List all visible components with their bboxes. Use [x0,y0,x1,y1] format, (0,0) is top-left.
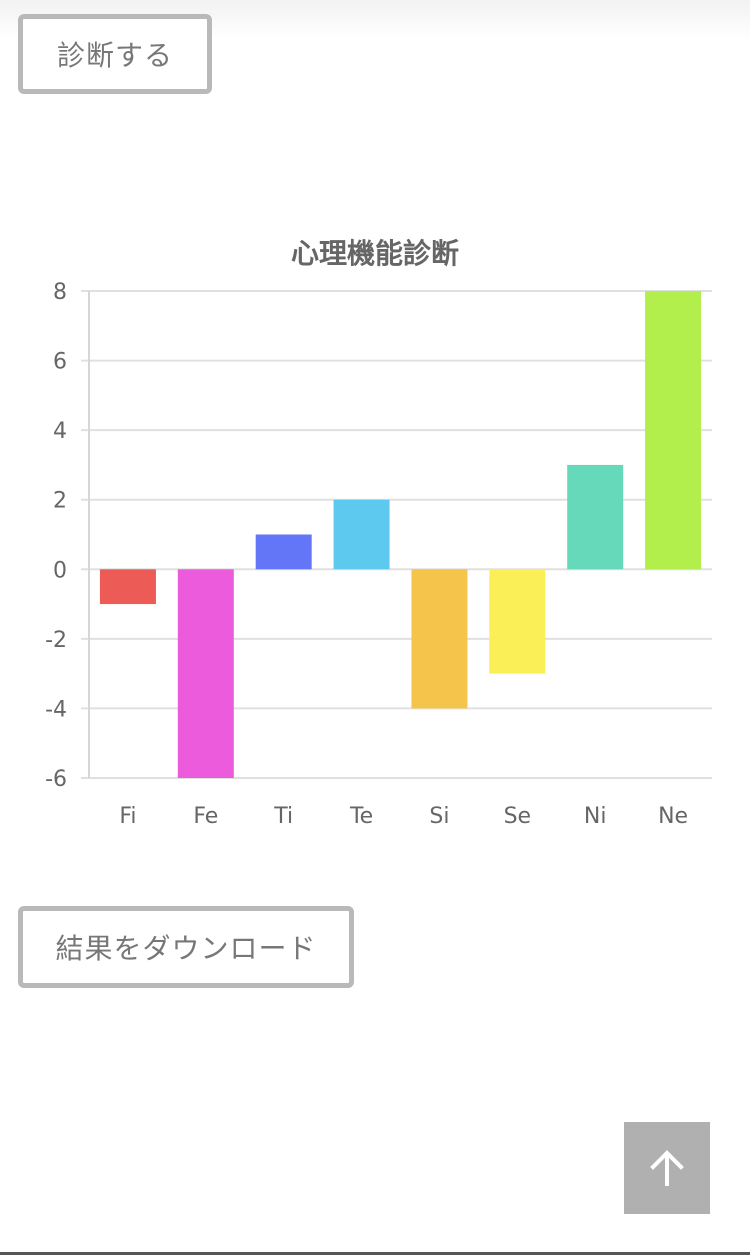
diagnose-button[interactable]: 診断する [18,14,212,94]
bottom-divider [0,1252,750,1255]
y-tick-label: 4 [53,419,67,444]
y-tick-label: -6 [45,767,67,792]
chart-bars [99,291,702,778]
bar-ti [255,534,312,570]
bar-chart: 8 6 4 2 0 -2 -4 -6 Fi Fe Ti Te Si Se Ni Ne [45,280,712,829]
bar-ne [645,291,702,570]
y-tick-label: 6 [53,350,67,375]
y-tick-label: 0 [53,558,67,583]
arrow-up-icon [650,1150,684,1186]
x-tick-label: Ti [273,804,293,829]
chart-title: 心理機能診断 [290,237,459,270]
y-tick-label: 8 [53,280,67,305]
download-result-button[interactable]: 結果をダウンロード [18,906,354,988]
bar-te [333,499,390,570]
x-tick-label: Si [429,804,449,829]
x-tick-label: Fi [119,804,136,829]
bar-ni [567,464,624,570]
x-tick-label: Fe [193,804,218,829]
back-to-top-button[interactable] [624,1122,710,1214]
y-tick-label: -4 [45,697,67,722]
x-tick-label: Ni [584,804,607,829]
y-tick-label: 2 [53,489,67,514]
y-tick-label: -2 [45,628,67,653]
bar-si [411,569,468,709]
x-tick-label: Se [504,804,532,829]
bar-se [489,569,546,674]
x-tick-label: Te [349,804,373,829]
x-axis-ticks: Fi Fe Ti Te Si Se Ni Ne [119,804,688,829]
bar-fe [177,569,234,778]
x-tick-label: Ne [658,804,688,829]
bar-fi [99,569,156,605]
y-axis-ticks: 8 6 4 2 0 -2 -4 -6 [45,280,67,792]
